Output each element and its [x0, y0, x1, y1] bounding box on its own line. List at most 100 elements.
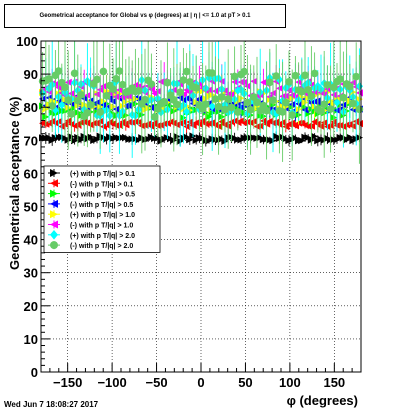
data-point	[48, 102, 56, 110]
data-point	[211, 95, 220, 103]
y-tick-label: 70	[24, 133, 38, 148]
data-point	[355, 105, 364, 114]
data-point	[134, 86, 143, 95]
legend-label: (-) with p T/|q| > 1.0	[70, 223, 133, 230]
x-tick-label: 150	[323, 375, 345, 390]
legend-marker	[50, 220, 58, 229]
y-tick-label: 10	[24, 332, 38, 347]
data-point	[282, 98, 290, 107]
data-point	[240, 67, 248, 76]
y-tick-label: 0	[31, 365, 38, 380]
data-point	[93, 75, 101, 84]
data-point	[266, 78, 274, 87]
data-point	[349, 99, 357, 108]
legend-marker	[50, 199, 58, 208]
x-tick-label: −150	[53, 375, 82, 390]
data-point	[202, 100, 210, 109]
data-point	[141, 95, 149, 104]
y-tick-label: 40	[24, 233, 38, 248]
data-point	[234, 108, 242, 116]
data-point	[115, 67, 124, 75]
data-point	[346, 82, 354, 91]
data-point	[352, 72, 361, 81]
data-point	[118, 80, 127, 89]
data-point	[224, 95, 232, 103]
data-point	[323, 81, 332, 89]
data-point	[183, 107, 191, 116]
data-point	[320, 100, 329, 109]
data-point	[301, 71, 309, 80]
axis-layer: 0 10 20 30 40 50 60 70 80 90 100 −150 −100 −50 0 50 100 1…	[16, 34, 362, 390]
y-tick-label: 60	[24, 166, 38, 181]
data-point	[99, 67, 108, 76]
data-point	[272, 72, 281, 80]
legend-marker	[50, 189, 58, 198]
data-point	[285, 78, 293, 86]
legend-label: (+) with p T/|q| > 0.5	[70, 192, 135, 199]
data-point	[326, 105, 335, 113]
data-point	[291, 71, 300, 80]
x-tick-label: 100	[279, 375, 301, 390]
data-point	[112, 75, 120, 83]
x-tick-label: −50	[146, 375, 168, 390]
data-point	[67, 110, 76, 118]
legend-box	[43, 165, 161, 253]
data-point	[96, 108, 104, 116]
data-point	[147, 80, 156, 88]
x-axis-label: φ (degrees)	[287, 393, 358, 408]
data-point	[45, 75, 53, 83]
y-tick-label: 90	[24, 67, 38, 82]
y-axis-label: Geometrical acceptance (%)	[7, 97, 22, 270]
series-7	[38, 41, 364, 164]
legend-marker	[50, 210, 58, 219]
data-point	[298, 137, 306, 145]
data-point	[64, 96, 72, 104]
legend-label: (+) with p T/|q| > 2.0	[70, 233, 135, 240]
data-point	[269, 96, 277, 104]
data-point	[333, 98, 341, 107]
data-point	[208, 102, 216, 111]
data-point	[304, 86, 313, 94]
data-point	[173, 100, 181, 109]
data-point	[339, 93, 348, 102]
data-point	[163, 78, 172, 87]
legend-label: (+) with p T/|q| > 1.0	[70, 212, 135, 219]
data-point	[102, 92, 111, 100]
data-point	[272, 109, 280, 119]
data-point	[246, 105, 255, 114]
legend-label: (-) with p T/|q| > 0.1	[70, 181, 133, 188]
data-point	[278, 108, 287, 116]
data-point	[192, 84, 200, 92]
data-point	[227, 103, 236, 112]
legend-marker	[50, 169, 58, 177]
chart-title: Geometrical acceptance for Global vs φ (…	[39, 13, 251, 19]
data-point	[253, 98, 261, 107]
legend-marker	[50, 241, 58, 250]
y-tick-label: 20	[24, 299, 38, 314]
data-point	[317, 107, 325, 115]
data-point	[214, 102, 223, 111]
legend-label: (-) with p T/|q| > 0.5	[70, 202, 133, 209]
data-point	[150, 113, 159, 121]
data-point	[330, 83, 338, 92]
x-tick-label: 50	[238, 375, 252, 390]
data-point	[54, 67, 63, 75]
x-tick-label: 0	[197, 375, 204, 390]
chart-title-box: Geometrical acceptance for Global vs φ (…	[4, 4, 286, 28]
data-point	[109, 85, 117, 93]
data-point	[83, 109, 92, 117]
y-tick-label: 100	[16, 34, 38, 49]
data-point	[61, 83, 69, 91]
data-point	[77, 90, 85, 99]
data-point	[205, 113, 213, 121]
data-point	[176, 88, 184, 97]
y-tick-label: 50	[24, 200, 38, 215]
legend-marker	[50, 179, 58, 188]
data-point	[182, 67, 191, 76]
series-layer	[38, 41, 364, 164]
data-point	[307, 92, 316, 100]
data-point	[179, 76, 188, 84]
data-point	[86, 101, 95, 109]
legend: (+) with p T/|q| > 0.1 (-) with p T/|q| >…	[43, 165, 161, 253]
